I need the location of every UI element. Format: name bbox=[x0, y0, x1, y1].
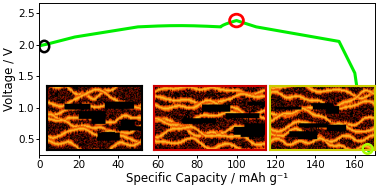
Y-axis label: Voltage / V: Voltage / V bbox=[3, 47, 17, 111]
X-axis label: Specific Capacity / mAh g⁻¹: Specific Capacity / mAh g⁻¹ bbox=[126, 171, 288, 185]
